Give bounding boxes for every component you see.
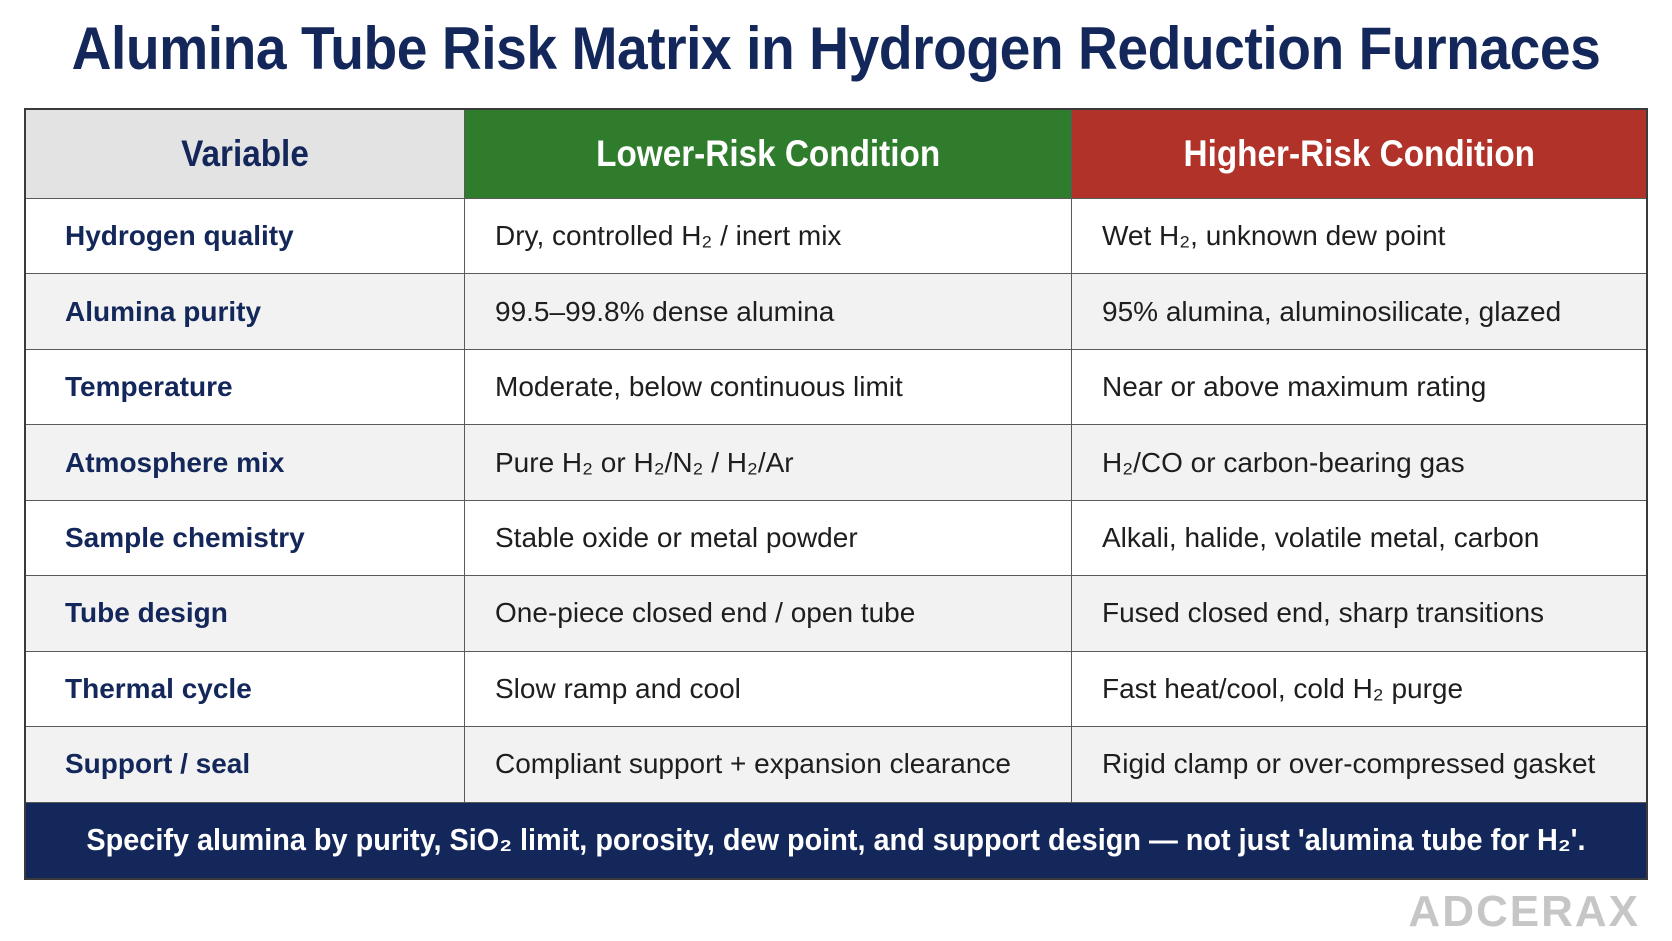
lower-risk-cell: Pure H₂ or H₂/N₂ / H₂/Ar [464, 424, 1072, 501]
variable-cell: Temperature [24, 348, 465, 426]
higher-risk-cell: Rigid clamp or over-compressed gasket [1071, 726, 1648, 803]
table-row: Hydrogen quality Dry, controlled H₂ / in… [24, 197, 1648, 275]
higher-risk-cell: Wet H₂, unknown dew point [1071, 197, 1648, 275]
variable-cell: Tube design [24, 575, 465, 652]
risk-matrix: Variable Lower-Risk Condition Higher-Ris… [24, 108, 1648, 880]
table-row: Atmosphere mix Pure H₂ or H₂/N₂ / H₂/Ar … [24, 424, 1648, 501]
variable-cell: Alumina purity [24, 273, 465, 350]
higher-risk-cell: Near or above maximum rating [1071, 348, 1648, 426]
footer-note: Specify alumina by purity, SiO₂ limit, p… [25, 802, 1647, 879]
higher-risk-cell: Fast heat/cool, cold H₂ purge [1071, 650, 1648, 728]
lower-risk-cell: Slow ramp and cool [464, 650, 1072, 728]
variable-cell: Sample chemistry [24, 499, 465, 577]
header-lower-risk: Lower-Risk Condition [464, 108, 1072, 199]
table-row: Thermal cycle Slow ramp and cool Fast he… [24, 650, 1648, 728]
higher-risk-cell: Alkali, halide, volatile metal, carbon [1071, 499, 1648, 577]
higher-risk-cell: H₂/CO or carbon-bearing gas [1071, 424, 1648, 501]
lower-risk-cell: Compliant support + expansion clearance [464, 726, 1072, 803]
lower-risk-cell: Moderate, below continuous limit [464, 348, 1072, 426]
risk-matrix-table: Variable Lower-Risk Condition Higher-Ris… [24, 108, 1648, 880]
table-row: Support / seal Compliant support + expan… [24, 726, 1648, 803]
lower-risk-cell: One-piece closed end / open tube [464, 575, 1072, 652]
page-title: Alumina Tube Risk Matrix in Hydrogen Red… [71, 15, 1601, 82]
variable-cell: Atmosphere mix [24, 424, 465, 501]
table-row: Temperature Moderate, below continuous l… [24, 348, 1648, 426]
header-row: Variable Lower-Risk Condition Higher-Ris… [24, 108, 1648, 199]
table-row: Alumina purity 99.5–99.8% dense alumina … [24, 273, 1648, 350]
lower-risk-cell: 99.5–99.8% dense alumina [464, 273, 1072, 350]
variable-cell: Thermal cycle [24, 650, 465, 728]
higher-risk-cell: 95% alumina, aluminosilicate, glazed [1071, 273, 1648, 350]
header-variable: Variable [24, 108, 465, 199]
brand-logo: ADCERAX [1408, 887, 1640, 936]
footer-note-row: Specify alumina by purity, SiO₂ limit, p… [25, 802, 1647, 879]
table-row: Sample chemistry Stable oxide or metal p… [24, 499, 1648, 577]
header-higher-risk: Higher-Risk Condition [1071, 108, 1648, 199]
lower-risk-cell: Dry, controlled H₂ / inert mix [464, 197, 1072, 275]
variable-cell: Hydrogen quality [24, 197, 465, 275]
higher-risk-cell: Fused closed end, sharp transitions [1071, 575, 1648, 652]
table-row: Tube design One-piece closed end / open … [24, 575, 1648, 652]
lower-risk-cell: Stable oxide or metal powder [464, 499, 1072, 577]
variable-cell: Support / seal [24, 726, 465, 803]
